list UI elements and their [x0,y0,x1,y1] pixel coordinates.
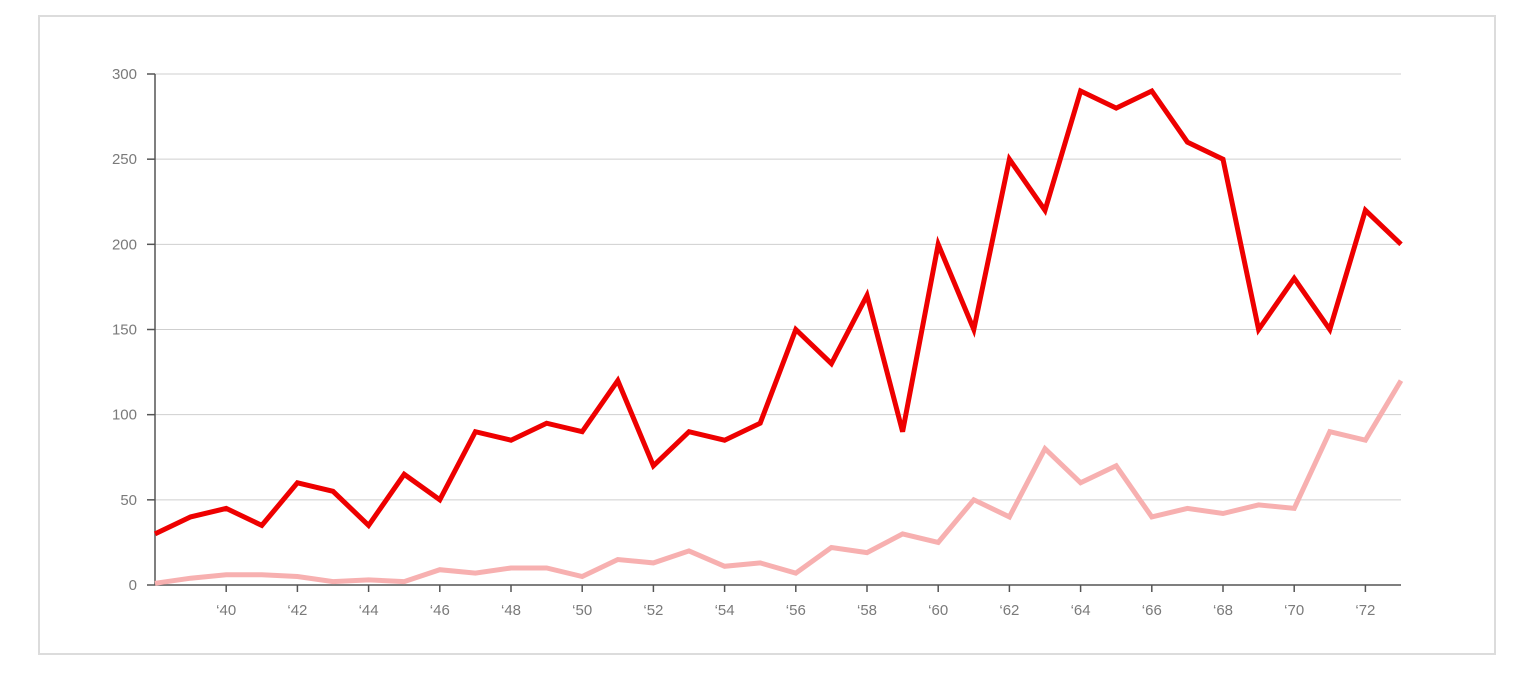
x-tick-label: ‘66 [1142,602,1162,619]
y-tick-label: 150 [112,322,137,339]
series-line-1 [153,87,1403,537]
y-tick-label: 250 [112,151,137,168]
gridlines [155,73,1401,501]
axes [147,73,1401,592]
chart-frame [38,15,1496,655]
y-tick-label: 200 [112,236,137,253]
x-tick-label: ‘68 [1213,602,1233,619]
x-tick-label: ‘70 [1284,602,1304,619]
x-tick-label: ‘64 [1071,602,1091,619]
y-tick-label: 50 [120,492,137,509]
x-tick-label: ‘52 [643,602,663,619]
x-tick-label: ‘62 [999,602,1019,619]
x-tick-label: ‘58 [857,602,877,619]
x-tick-label: ‘72 [1355,602,1375,619]
series-lines [153,87,1404,586]
x-tick-label: ‘40 [216,602,236,619]
x-tick-label: ‘48 [501,602,521,619]
x-tick-label: ‘56 [786,602,806,619]
series-line-2 [154,379,1404,586]
tick-labels: 0 50 100 150 200 250 300 ‘40 ‘42 ‘44 ‘46 ‘48 ‘50 ‘52 ‘… [112,66,1375,619]
x-tick-label: ‘54 [715,602,735,619]
y-tick-label: 100 [112,407,137,424]
x-tick-label: ‘44 [359,602,379,619]
y-tick-label: 0 [129,577,137,594]
x-tick-label: ‘50 [572,602,592,619]
y-tick-label: 300 [112,66,137,83]
x-tick-label: ‘60 [928,602,948,619]
x-tick-label: ‘42 [287,602,307,619]
x-tick-label: ‘46 [430,602,450,619]
